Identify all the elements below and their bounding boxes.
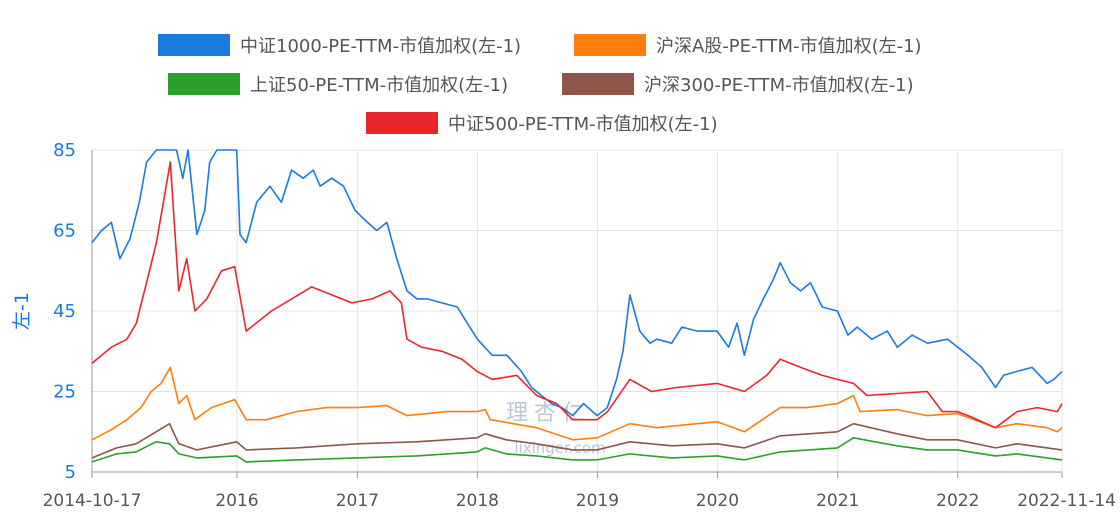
legend-swatch-hs300	[562, 73, 634, 95]
x-tick-label: 2021	[816, 491, 859, 511]
legend-label-hs-ashare: 沪深A股-PE-TTM-市值加权(左-1)	[656, 36, 922, 57]
legend-item-csi1000[interactable]: 中证1000-PE-TTM-市值加权(左-1)	[158, 31, 521, 59]
y-tick-label: 45	[53, 301, 76, 322]
legend-swatch-sse50	[168, 73, 240, 95]
legend-label-sse50: 上证50-PE-TTM-市值加权(左-1)	[250, 75, 509, 96]
y-tick-label: 85	[53, 140, 76, 161]
series-line-3	[91, 422, 1063, 459]
y-tick-label: 5	[65, 462, 76, 483]
legend-swatch-csi500	[366, 112, 438, 134]
legend-swatch-hs-ashare	[574, 34, 646, 56]
x-tick-label: 2022-11-14	[1017, 491, 1116, 511]
legend-swatch-csi1000	[158, 34, 230, 56]
legend-label-csi500: 中证500-PE-TTM-市值加权(左-1)	[448, 114, 718, 135]
legend-item-hs300[interactable]: 沪深300-PE-TTM-市值加权(左-1)	[562, 70, 914, 98]
series-line-4	[91, 161, 1063, 429]
legend-item-sse50[interactable]: 上证50-PE-TTM-市值加权(左-1)	[168, 70, 508, 98]
watermark-cn: 理杏仁	[506, 401, 590, 426]
legend-label-csi1000: 中证1000-PE-TTM-市值加权(左-1)	[240, 36, 522, 57]
y-tick-label: 65	[53, 221, 76, 242]
chart-legend: 中证1000-PE-TTM-市值加权(左-1) 沪深A股-PE-TTM-市值加权…	[0, 0, 1120, 140]
series-line-0	[91, 149, 1063, 417]
series-line-1	[91, 366, 1063, 441]
x-tick-label: 2019	[576, 491, 619, 511]
x-tick-label: 2016	[215, 491, 258, 511]
legend-item-csi500[interactable]: 中证500-PE-TTM-市值加权(左-1)	[366, 109, 718, 137]
y-tick-label: 25	[53, 382, 76, 403]
x-tick-label: 2014-10-17	[43, 491, 142, 511]
legend-item-hs-ashare[interactable]: 沪深A股-PE-TTM-市值加权(左-1)	[574, 31, 922, 59]
y-axis-label: 左-1	[11, 292, 33, 330]
x-tick-label: 2020	[696, 491, 739, 511]
x-tick-label: 2017	[336, 491, 379, 511]
x-tick-label: 2022	[936, 491, 979, 511]
legend-label-hs300: 沪深300-PE-TTM-市值加权(左-1)	[644, 75, 914, 96]
x-tick-label: 2018	[456, 491, 499, 511]
series-line-2	[91, 437, 1063, 463]
